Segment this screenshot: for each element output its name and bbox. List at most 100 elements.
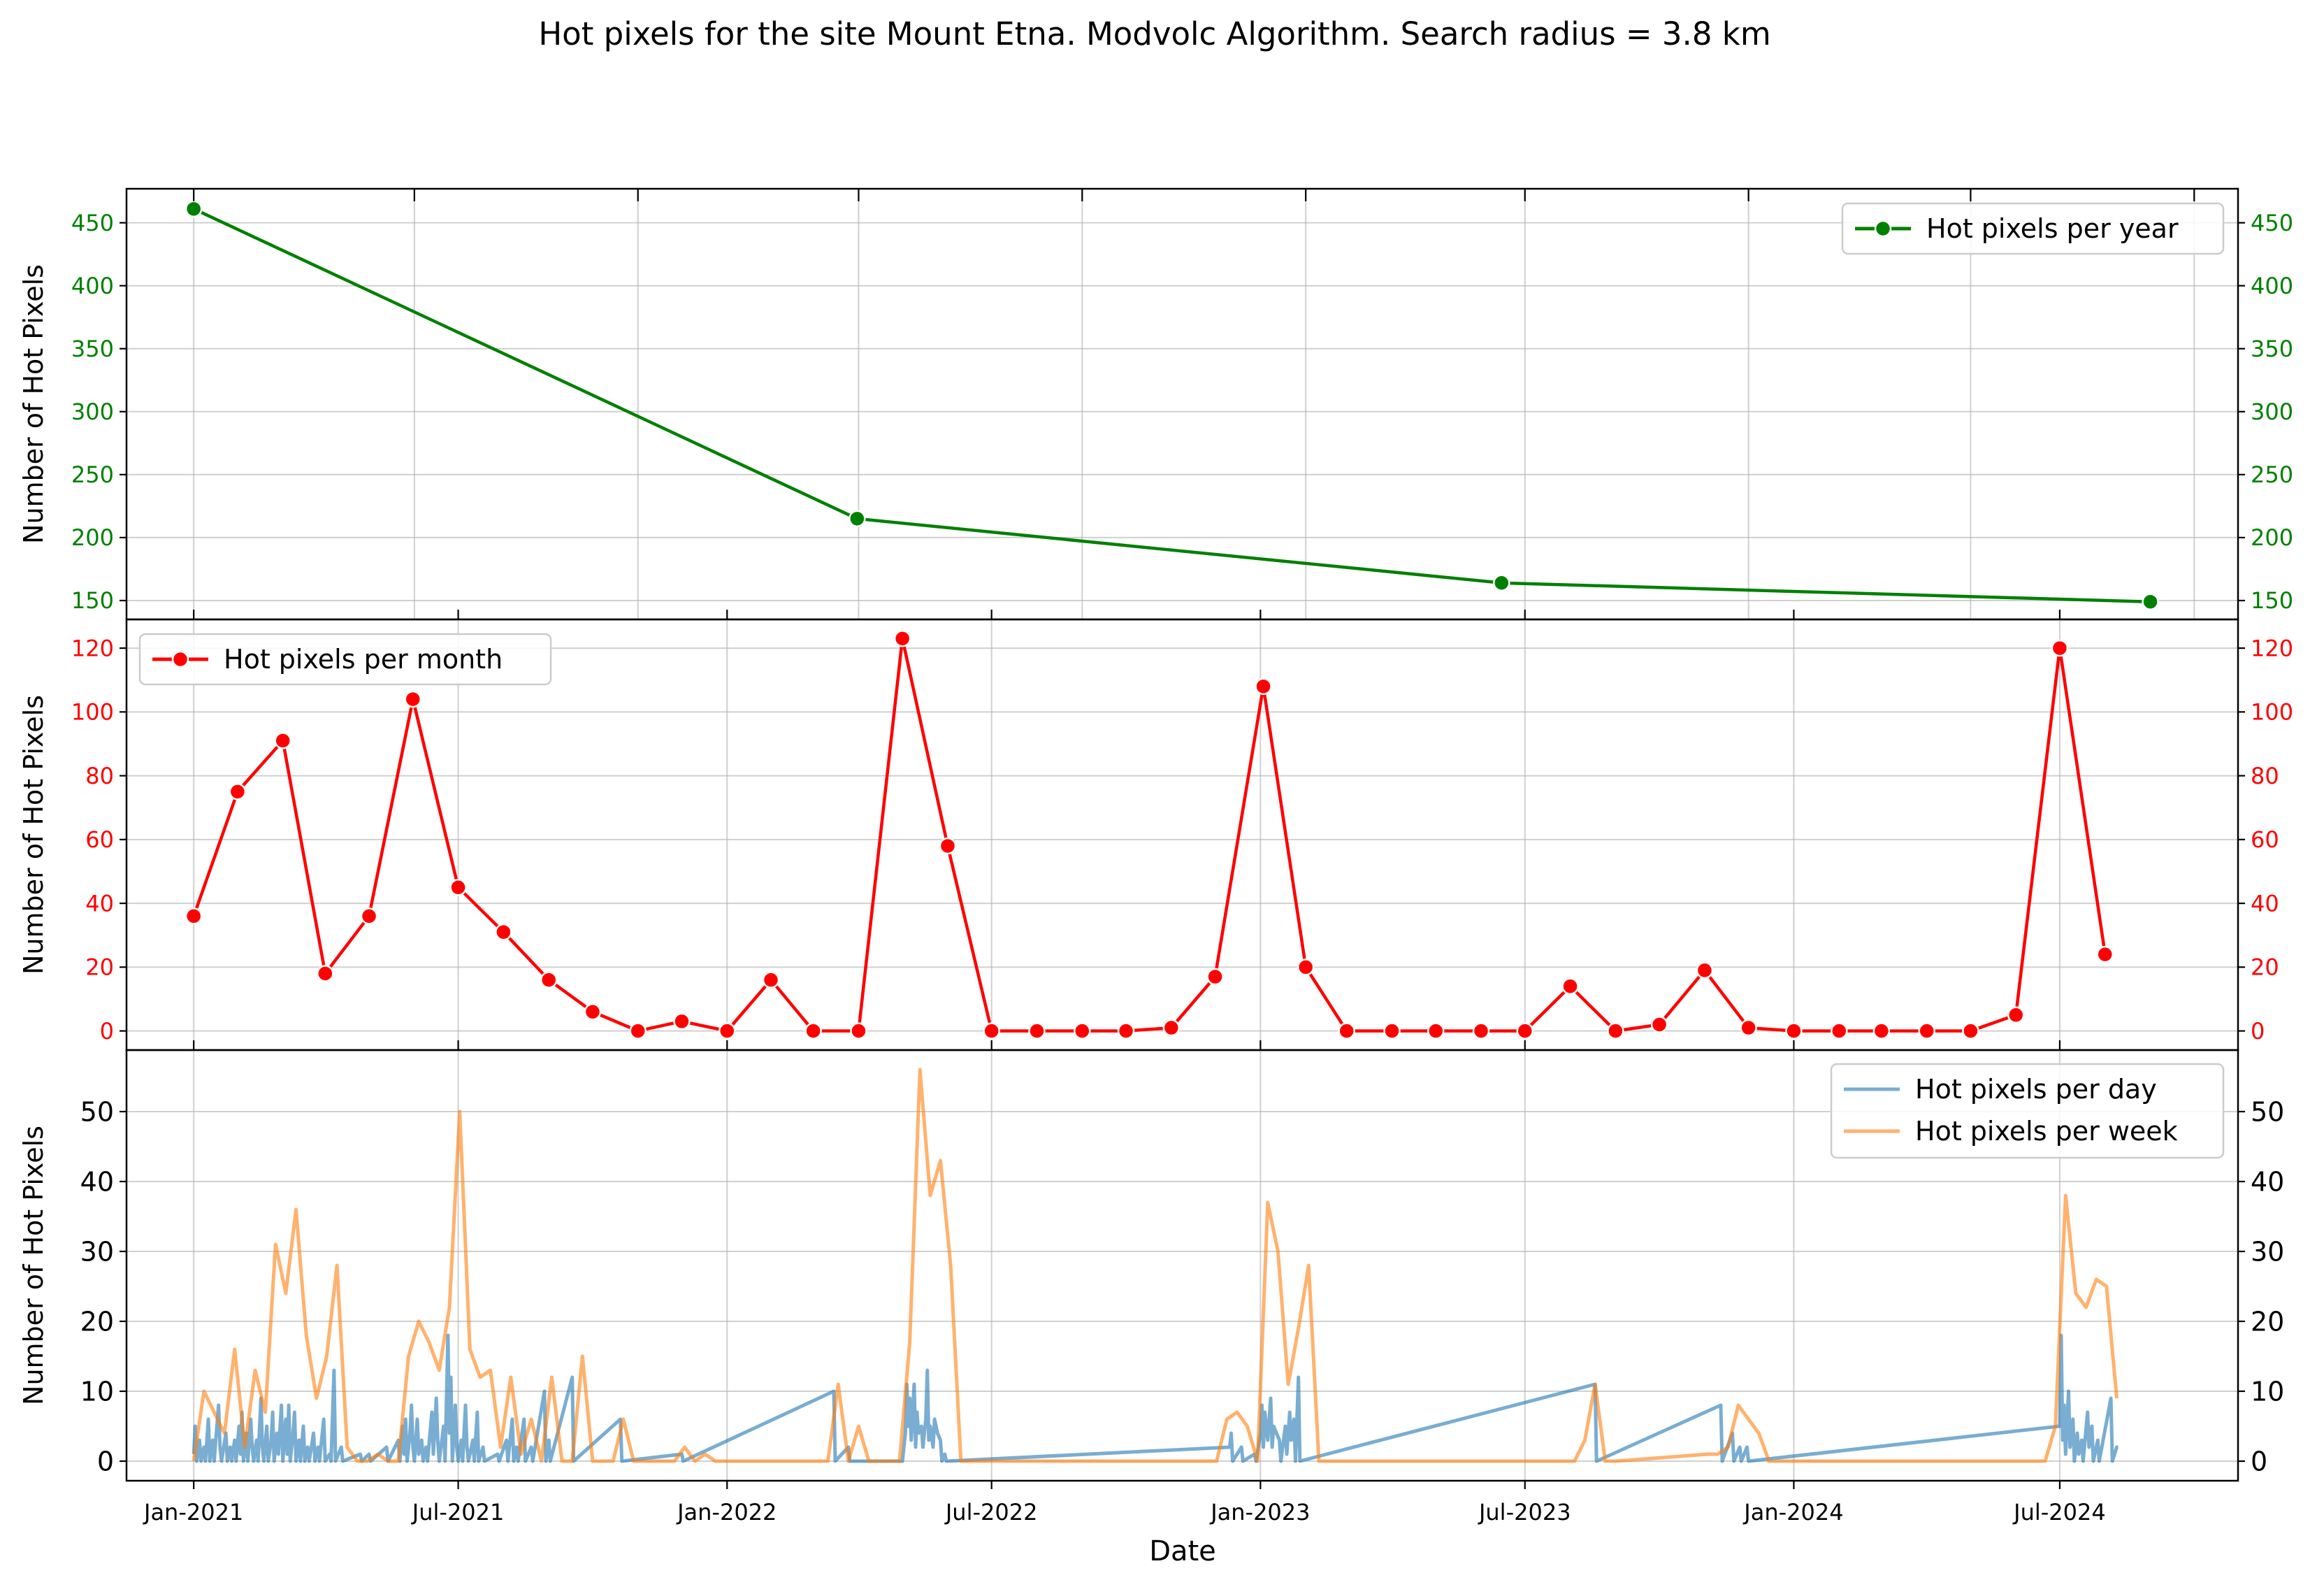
legend: Hot pixels per year <box>1841 202 2225 255</box>
y-tick-label-right: 20 <box>2251 1306 2284 1337</box>
data-point <box>1297 958 1315 976</box>
y-tick-label: 0 <box>97 1446 114 1477</box>
x-tick-label: Jan-2024 <box>1742 1499 1843 1525</box>
legend-marker <box>171 650 189 668</box>
y-tick-label: 150 <box>71 587 114 614</box>
legend-box <box>1841 202 2225 255</box>
y-tick-label: 20 <box>85 954 114 981</box>
y-tick-label-right: 450 <box>2251 210 2293 236</box>
y-tick-label-right: 80 <box>2251 763 2279 789</box>
data-point <box>673 1012 691 1031</box>
data-point <box>584 1003 602 1021</box>
y-tick-label: 50 <box>80 1096 114 1127</box>
data-point <box>1872 1022 1891 1040</box>
y-tick-label-right: 20 <box>2251 954 2279 981</box>
x-axis-label: Date <box>1149 1535 1216 1567</box>
data-point <box>1516 1022 1534 1040</box>
data-point <box>1206 968 1224 986</box>
y-tick-label: 10 <box>80 1376 114 1407</box>
legend-label: Hot pixels per day <box>1915 1074 2157 1105</box>
x-tick-label: Jul-2022 <box>944 1499 1038 1525</box>
y-tick-label-right: 10 <box>2251 1376 2284 1407</box>
y-tick-label: 120 <box>71 635 114 661</box>
y-axis-label: Number of Hot Pixels <box>18 695 49 975</box>
y-tick-label-right: 0 <box>2251 1018 2265 1044</box>
y-tick-label-right: 40 <box>2251 1166 2284 1197</box>
data-point <box>404 690 422 708</box>
data-point <box>317 965 334 982</box>
data-point <box>1427 1022 1445 1040</box>
y-tick-label: 0 <box>100 1018 114 1044</box>
series-line-2 <box>192 1068 2119 1463</box>
data-point <box>1831 1022 1848 1040</box>
y-tick-label-right: 120 <box>2251 635 2293 661</box>
data-point <box>1383 1022 1401 1040</box>
data-point <box>1696 961 1714 979</box>
data-point <box>1255 677 1272 696</box>
legend-label: Hot pixels per week <box>1915 1116 2178 1147</box>
x-tick-label: Jul-2021 <box>411 1499 505 1525</box>
y-tick-label: 100 <box>71 699 114 726</box>
legend-label: Hot pixels per year <box>1926 213 2179 244</box>
data-point <box>2051 639 2069 657</box>
data-point <box>983 1022 1000 1040</box>
y-tick-label: 60 <box>85 826 114 853</box>
data-point <box>2142 593 2159 611</box>
data-point <box>850 1022 867 1040</box>
x-tick-label: Jan-2021 <box>143 1499 243 1525</box>
y-tick-label-right: 150 <box>2251 587 2293 614</box>
y-tick-label: 350 <box>71 336 114 362</box>
y-tick-label: 20 <box>80 1306 114 1337</box>
data-point <box>2007 1006 2025 1024</box>
y-tick-label-right: 30 <box>2251 1236 2284 1267</box>
legend-marker <box>1874 220 1892 238</box>
y-tick-label: 400 <box>71 273 114 299</box>
data-point <box>1338 1022 1355 1040</box>
y-axis-label: Number of Hot Pixels <box>18 264 49 544</box>
data-point <box>360 907 378 925</box>
y-axis-label: Number of Hot Pixels <box>18 1126 49 1405</box>
y-tick-label: 450 <box>71 210 114 236</box>
data-point <box>762 971 780 989</box>
data-point <box>449 879 467 896</box>
data-point <box>274 732 291 749</box>
data-point <box>1607 1022 1624 1040</box>
data-point <box>893 630 911 647</box>
data-point <box>849 510 866 528</box>
data-point <box>1785 1022 1803 1040</box>
legend: Hot pixels per month <box>138 633 552 686</box>
data-point <box>1117 1022 1135 1040</box>
y-tick-label: 300 <box>71 398 114 425</box>
y-tick-label-right: 300 <box>2251 398 2293 425</box>
series-line-1 <box>192 1333 2119 1463</box>
y-tick-label-right: 50 <box>2251 1096 2284 1127</box>
x-tick-label: Jul-2024 <box>2012 1499 2106 1525</box>
y-tick-label-right: 0 <box>2251 1446 2267 1477</box>
data-point <box>1162 1019 1181 1037</box>
data-point <box>1918 1022 1935 1040</box>
y-tick-label-right: 250 <box>2251 461 2293 488</box>
data-point <box>719 1022 736 1040</box>
data-point <box>495 923 512 941</box>
data-point <box>1740 1019 1757 1037</box>
chart-title: Hot pixels for the site Mount Etna. Modv… <box>538 15 1770 52</box>
y-tick-label-right: 40 <box>2251 890 2279 917</box>
data-point <box>1650 1016 1668 1033</box>
y-tick-label: 40 <box>80 1166 114 1197</box>
data-point <box>1493 574 1510 592</box>
y-tick-label: 80 <box>85 763 114 789</box>
data-point <box>540 971 558 989</box>
y-tick-label-right: 400 <box>2251 273 2293 299</box>
y-tick-label-right: 200 <box>2251 524 2293 551</box>
data-point <box>1472 1022 1490 1040</box>
data-point <box>185 907 203 925</box>
y-tick-label: 30 <box>80 1236 114 1267</box>
x-tick-label: Jan-2022 <box>676 1499 777 1525</box>
y-tick-label: 250 <box>71 461 114 488</box>
data-point <box>1074 1022 1091 1040</box>
y-tick-label-right: 60 <box>2251 826 2279 853</box>
y-tick-label-right: 100 <box>2251 699 2293 726</box>
panel-1: 150 150 200 200 250 250 300 300 350 350 400 400 450 4… <box>18 187 2293 621</box>
